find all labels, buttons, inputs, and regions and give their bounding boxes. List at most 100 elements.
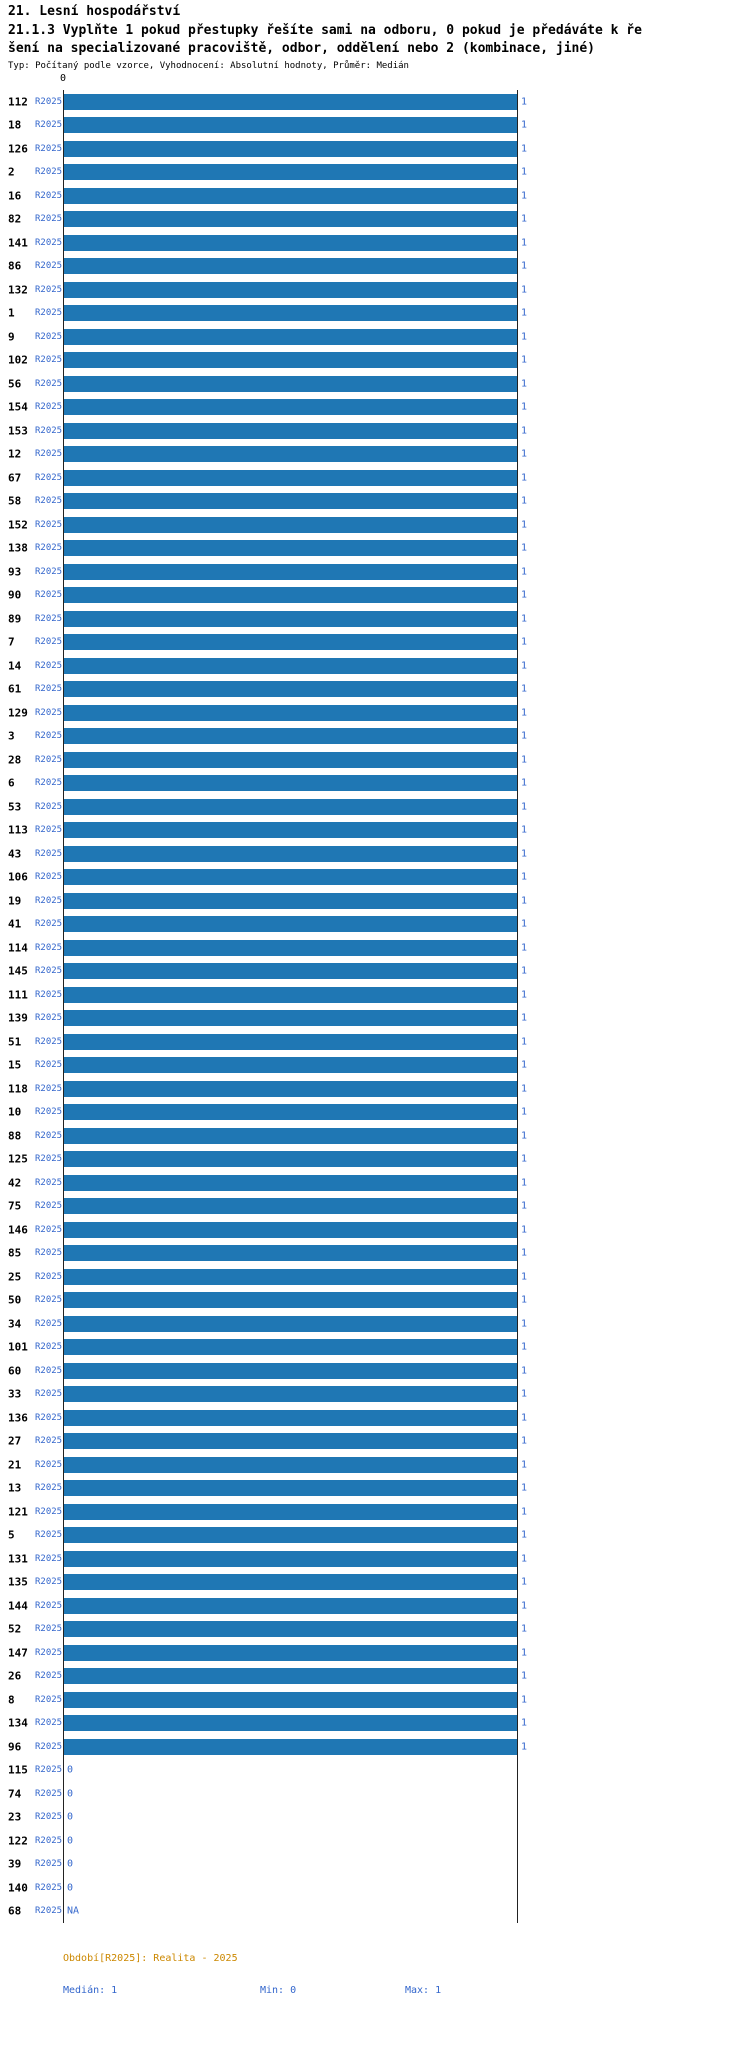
row-series-label: R2025 — [35, 543, 63, 554]
row-label: 67 — [8, 471, 22, 485]
chart-row: 90 R2025 1 — [0, 584, 750, 608]
bar — [64, 1574, 517, 1591]
row-series-label: R2025 — [35, 1459, 63, 1470]
row-series-label: R2025 — [35, 449, 63, 460]
chart-row: 125 R2025 1 — [0, 1148, 750, 1172]
bar — [64, 305, 517, 322]
bar — [64, 1362, 517, 1379]
row-series-label: R2025 — [35, 1013, 63, 1024]
row-label: 111 — [8, 988, 28, 1002]
row-series-label: R2025 — [35, 355, 63, 366]
chart-row: 75 R2025 1 — [0, 1195, 750, 1219]
chart-meta-info: Typ: Počítaný podle vzorce, Vyhodnocení:… — [8, 61, 409, 71]
bar-value-label: 1 — [521, 425, 528, 437]
bar — [64, 798, 517, 815]
chart-row: 67 R2025 1 — [0, 466, 750, 490]
bar — [64, 1738, 517, 1755]
bar-value-label: 1 — [521, 378, 528, 390]
bar — [64, 892, 517, 909]
bar-value-label: 1 — [521, 589, 528, 601]
bar — [64, 1080, 517, 1097]
x-axis-tick-zero: 0 — [59, 73, 67, 84]
bar-value-label: 1 — [521, 1482, 528, 1494]
bar-value-label: 1 — [521, 895, 528, 907]
row-label: 101 — [8, 1340, 28, 1354]
chart-row: 112 R2025 1 — [0, 90, 750, 114]
row-label: 125 — [8, 1152, 28, 1166]
bar — [64, 1668, 517, 1685]
bar — [64, 1433, 517, 1450]
chart-row: 126 R2025 1 — [0, 137, 750, 161]
row-label: 26 — [8, 1669, 22, 1683]
chart-row: 21 R2025 1 — [0, 1453, 750, 1477]
row-series-label: R2025 — [35, 1812, 63, 1823]
row-label: 60 — [8, 1364, 22, 1378]
row-label: 122 — [8, 1834, 28, 1848]
row-series-label: R2025 — [35, 308, 63, 319]
row-series-label: R2025 — [35, 1835, 63, 1846]
chart-row: 89 R2025 1 — [0, 607, 750, 631]
row-label: 113 — [8, 823, 28, 837]
legend-min-label: Min: 0 — [260, 1985, 297, 1996]
bar — [64, 1456, 517, 1473]
row-label: 28 — [8, 753, 22, 767]
bar-value-label: 1 — [521, 260, 528, 272]
row-label: 61 — [8, 682, 22, 696]
bar-value-label: NA — [67, 1905, 80, 1917]
row-label: 115 — [8, 1763, 28, 1777]
chart-row: 12 R2025 1 — [0, 443, 750, 467]
chart-row: 26 R2025 1 — [0, 1665, 750, 1689]
bar — [64, 281, 517, 298]
bar — [64, 187, 517, 204]
bar-value-label: 1 — [521, 1012, 528, 1024]
chart-row: 41 R2025 1 — [0, 913, 750, 937]
row-label: 102 — [8, 353, 28, 367]
bar-value-label: 1 — [521, 1224, 528, 1236]
row-label: 58 — [8, 494, 22, 508]
row-series-label: R2025 — [35, 1506, 63, 1517]
chart-row: 86 R2025 1 — [0, 255, 750, 279]
row-label: 52 — [8, 1622, 22, 1636]
bar-value-label: 1 — [521, 801, 528, 813]
bar — [64, 516, 517, 533]
bar — [64, 1292, 517, 1309]
bar-value-label: 0 — [67, 1882, 74, 1894]
bar-value-label: 0 — [67, 1764, 74, 1776]
chart-row: 14 R2025 1 — [0, 654, 750, 678]
row-label: 132 — [8, 283, 28, 297]
bar — [64, 681, 517, 698]
row-label: 126 — [8, 142, 28, 156]
bar-value-label: 1 — [521, 1130, 528, 1142]
bar — [64, 728, 517, 745]
bar-value-label: 1 — [521, 1153, 528, 1165]
bar — [64, 563, 517, 580]
row-label: 144 — [8, 1599, 28, 1613]
row-series-label: R2025 — [35, 472, 63, 483]
bar — [64, 1315, 517, 1332]
bar-value-label: 1 — [521, 1083, 528, 1095]
bar-value-label: 1 — [521, 660, 528, 672]
chart-right-boundary-line — [517, 90, 518, 1923]
bar — [64, 211, 517, 228]
chart-row: 139 R2025 1 — [0, 1007, 750, 1031]
bar-value-label: 1 — [521, 284, 528, 296]
bar-value-label: 1 — [521, 1553, 528, 1565]
chart-row: 113 R2025 1 — [0, 819, 750, 843]
row-series-label: R2025 — [35, 1271, 63, 1282]
row-series-label: R2025 — [35, 895, 63, 906]
row-series-label: R2025 — [35, 425, 63, 436]
chart-row: 15 R2025 1 — [0, 1054, 750, 1078]
row-label: 86 — [8, 259, 22, 273]
row-label: 74 — [8, 1787, 22, 1801]
row-series-label: R2025 — [35, 778, 63, 789]
bar-value-label: 1 — [521, 354, 528, 366]
bar-value-label: 1 — [521, 730, 528, 742]
row-series-label: R2025 — [35, 519, 63, 530]
row-series-label: R2025 — [35, 1600, 63, 1611]
bar-value-label: 1 — [521, 448, 528, 460]
chart-row: 153 R2025 1 — [0, 419, 750, 443]
row-series-label: R2025 — [35, 1130, 63, 1141]
row-label: 85 — [8, 1246, 22, 1260]
bar — [64, 775, 517, 792]
chart-row: 13 R2025 1 — [0, 1477, 750, 1501]
